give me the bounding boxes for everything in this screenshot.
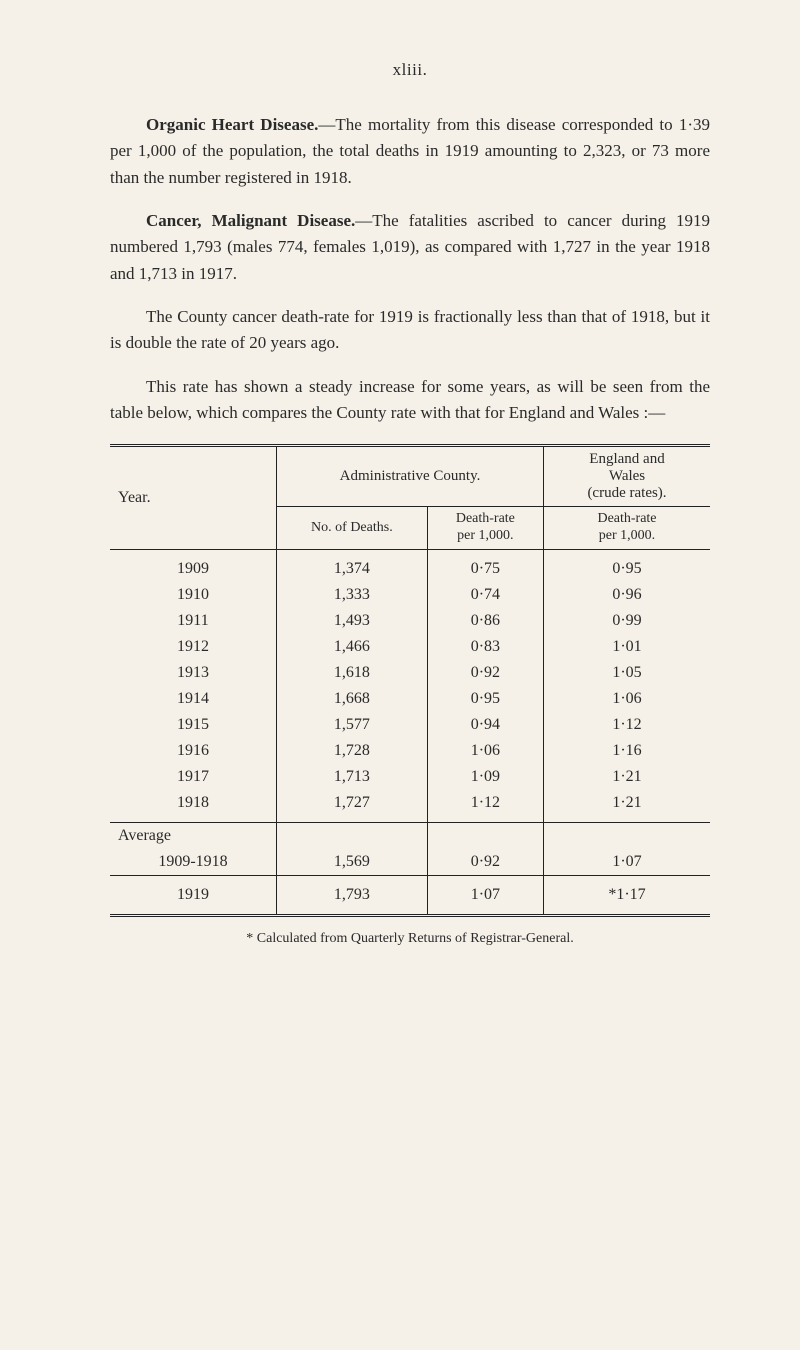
cell-rate: 0·95 bbox=[427, 686, 543, 712]
cell-avg-deaths: 1,569 bbox=[277, 849, 428, 876]
row-average-range: 1909-1918 bbox=[110, 849, 277, 876]
table-row: 19151,5770·941·12 bbox=[110, 712, 710, 738]
cell-final-deaths: 1,793 bbox=[277, 876, 428, 916]
cell-ew: 0·96 bbox=[544, 582, 711, 608]
footnote: * Calculated from Quarterly Returns of R… bbox=[110, 931, 710, 947]
cell-rate: 1·09 bbox=[427, 764, 543, 790]
col-header-eng-wales: England and Wales (crude rates). bbox=[544, 446, 711, 507]
cell-ew: 1·12 bbox=[544, 712, 711, 738]
cell-deaths: 1,493 bbox=[277, 608, 428, 634]
cell-year: 1909 bbox=[110, 550, 277, 583]
cell-ew: 1·21 bbox=[544, 764, 711, 790]
hdr-text: Death-rate bbox=[456, 511, 515, 526]
col-subheader-ew-rate: Death-rate per 1,000. bbox=[544, 507, 711, 550]
cell-rate: 0·75 bbox=[427, 550, 543, 583]
cell-rate: 0·83 bbox=[427, 634, 543, 660]
cell-ew: 1·21 bbox=[544, 790, 711, 823]
cell-ew: 1·16 bbox=[544, 738, 711, 764]
cell-ew: 0·99 bbox=[544, 608, 711, 634]
table-row: 19091,3740·750·95 bbox=[110, 550, 710, 583]
table-row: 19141,6680·951·06 bbox=[110, 686, 710, 712]
para-lead: Organic Heart Disease. bbox=[146, 115, 318, 134]
cell-deaths: 1,618 bbox=[277, 660, 428, 686]
cell-year: 1911 bbox=[110, 608, 277, 634]
cell-year: 1910 bbox=[110, 582, 277, 608]
cell-year: 1918 bbox=[110, 790, 277, 823]
scanned-page: xliii. Organic Heart Disease.—The mortal… bbox=[0, 0, 800, 1350]
cell-deaths: 1,333 bbox=[277, 582, 428, 608]
cell-final-ew: *1·17 bbox=[544, 876, 711, 916]
cell-rate: 0·94 bbox=[427, 712, 543, 738]
cell-rate: 0·92 bbox=[427, 660, 543, 686]
hdr-text: per 1,000. bbox=[599, 528, 655, 543]
cell-rate: 1·06 bbox=[427, 738, 543, 764]
cell-year: 1915 bbox=[110, 712, 277, 738]
page-number: xliii. bbox=[110, 60, 710, 80]
table-row: 19111,4930·860·99 bbox=[110, 608, 710, 634]
paragraph-cancer: Cancer, Malignant Disease.—The fatalitie… bbox=[110, 208, 710, 287]
hdr-text: Death-rate bbox=[597, 511, 656, 526]
cell-rate: 1·12 bbox=[427, 790, 543, 823]
death-rate-table: Year. Administrative County. England and… bbox=[110, 444, 710, 917]
cell-avg-ew: 1·07 bbox=[544, 849, 711, 876]
cell-year: 1912 bbox=[110, 634, 277, 660]
cell-year: 1913 bbox=[110, 660, 277, 686]
cell-empty bbox=[427, 823, 543, 850]
table-row: 19181,7271·121·21 bbox=[110, 790, 710, 823]
cell-year: 1917 bbox=[110, 764, 277, 790]
cell-year: 1914 bbox=[110, 686, 277, 712]
paragraph-organic-heart: Organic Heart Disease.—The mortality fro… bbox=[110, 112, 710, 191]
hdr-text: England and bbox=[589, 451, 664, 467]
cell-deaths: 1,374 bbox=[277, 550, 428, 583]
cell-avg-rate: 0·92 bbox=[427, 849, 543, 876]
cell-empty bbox=[544, 823, 711, 850]
cell-ew: 0·95 bbox=[544, 550, 711, 583]
hdr-text: Wales bbox=[609, 468, 645, 484]
col-header-admin: Administrative County. bbox=[277, 446, 544, 507]
cell-rate: 0·86 bbox=[427, 608, 543, 634]
cell-ew: 1·05 bbox=[544, 660, 711, 686]
cell-year: 1916 bbox=[110, 738, 277, 764]
cell-deaths: 1,577 bbox=[277, 712, 428, 738]
table-row: 19171,7131·091·21 bbox=[110, 764, 710, 790]
table-row: 19161,7281·061·16 bbox=[110, 738, 710, 764]
cell-empty bbox=[277, 823, 428, 850]
row-average-label: Average bbox=[110, 823, 277, 850]
hdr-text: per 1,000. bbox=[457, 528, 513, 543]
cell-ew: 1·01 bbox=[544, 634, 711, 660]
paragraph-intro-table: This rate has shown a steady increase fo… bbox=[110, 374, 710, 427]
row-final-year: 1919 bbox=[110, 876, 277, 916]
hdr-text: (crude rates). bbox=[587, 485, 666, 501]
table-row: 19131,6180·921·05 bbox=[110, 660, 710, 686]
cell-deaths: 1,727 bbox=[277, 790, 428, 823]
cell-deaths: 1,713 bbox=[277, 764, 428, 790]
cell-deaths: 1,668 bbox=[277, 686, 428, 712]
table-row: 19121,4660·831·01 bbox=[110, 634, 710, 660]
cell-deaths: 1,728 bbox=[277, 738, 428, 764]
para-lead: Cancer, Malignant Disease. bbox=[146, 211, 355, 230]
table-row: 19101,3330·740·96 bbox=[110, 582, 710, 608]
cell-rate: 0·74 bbox=[427, 582, 543, 608]
col-subheader-rate: Death-rate per 1,000. bbox=[427, 507, 543, 550]
paragraph-county-rate: The County cancer death-rate for 1919 is… bbox=[110, 304, 710, 357]
col-header-year: Year. bbox=[110, 446, 277, 550]
col-subheader-deaths: No. of Deaths. bbox=[277, 507, 428, 550]
cell-deaths: 1,466 bbox=[277, 634, 428, 660]
cell-final-rate: 1·07 bbox=[427, 876, 543, 916]
cell-ew: 1·06 bbox=[544, 686, 711, 712]
